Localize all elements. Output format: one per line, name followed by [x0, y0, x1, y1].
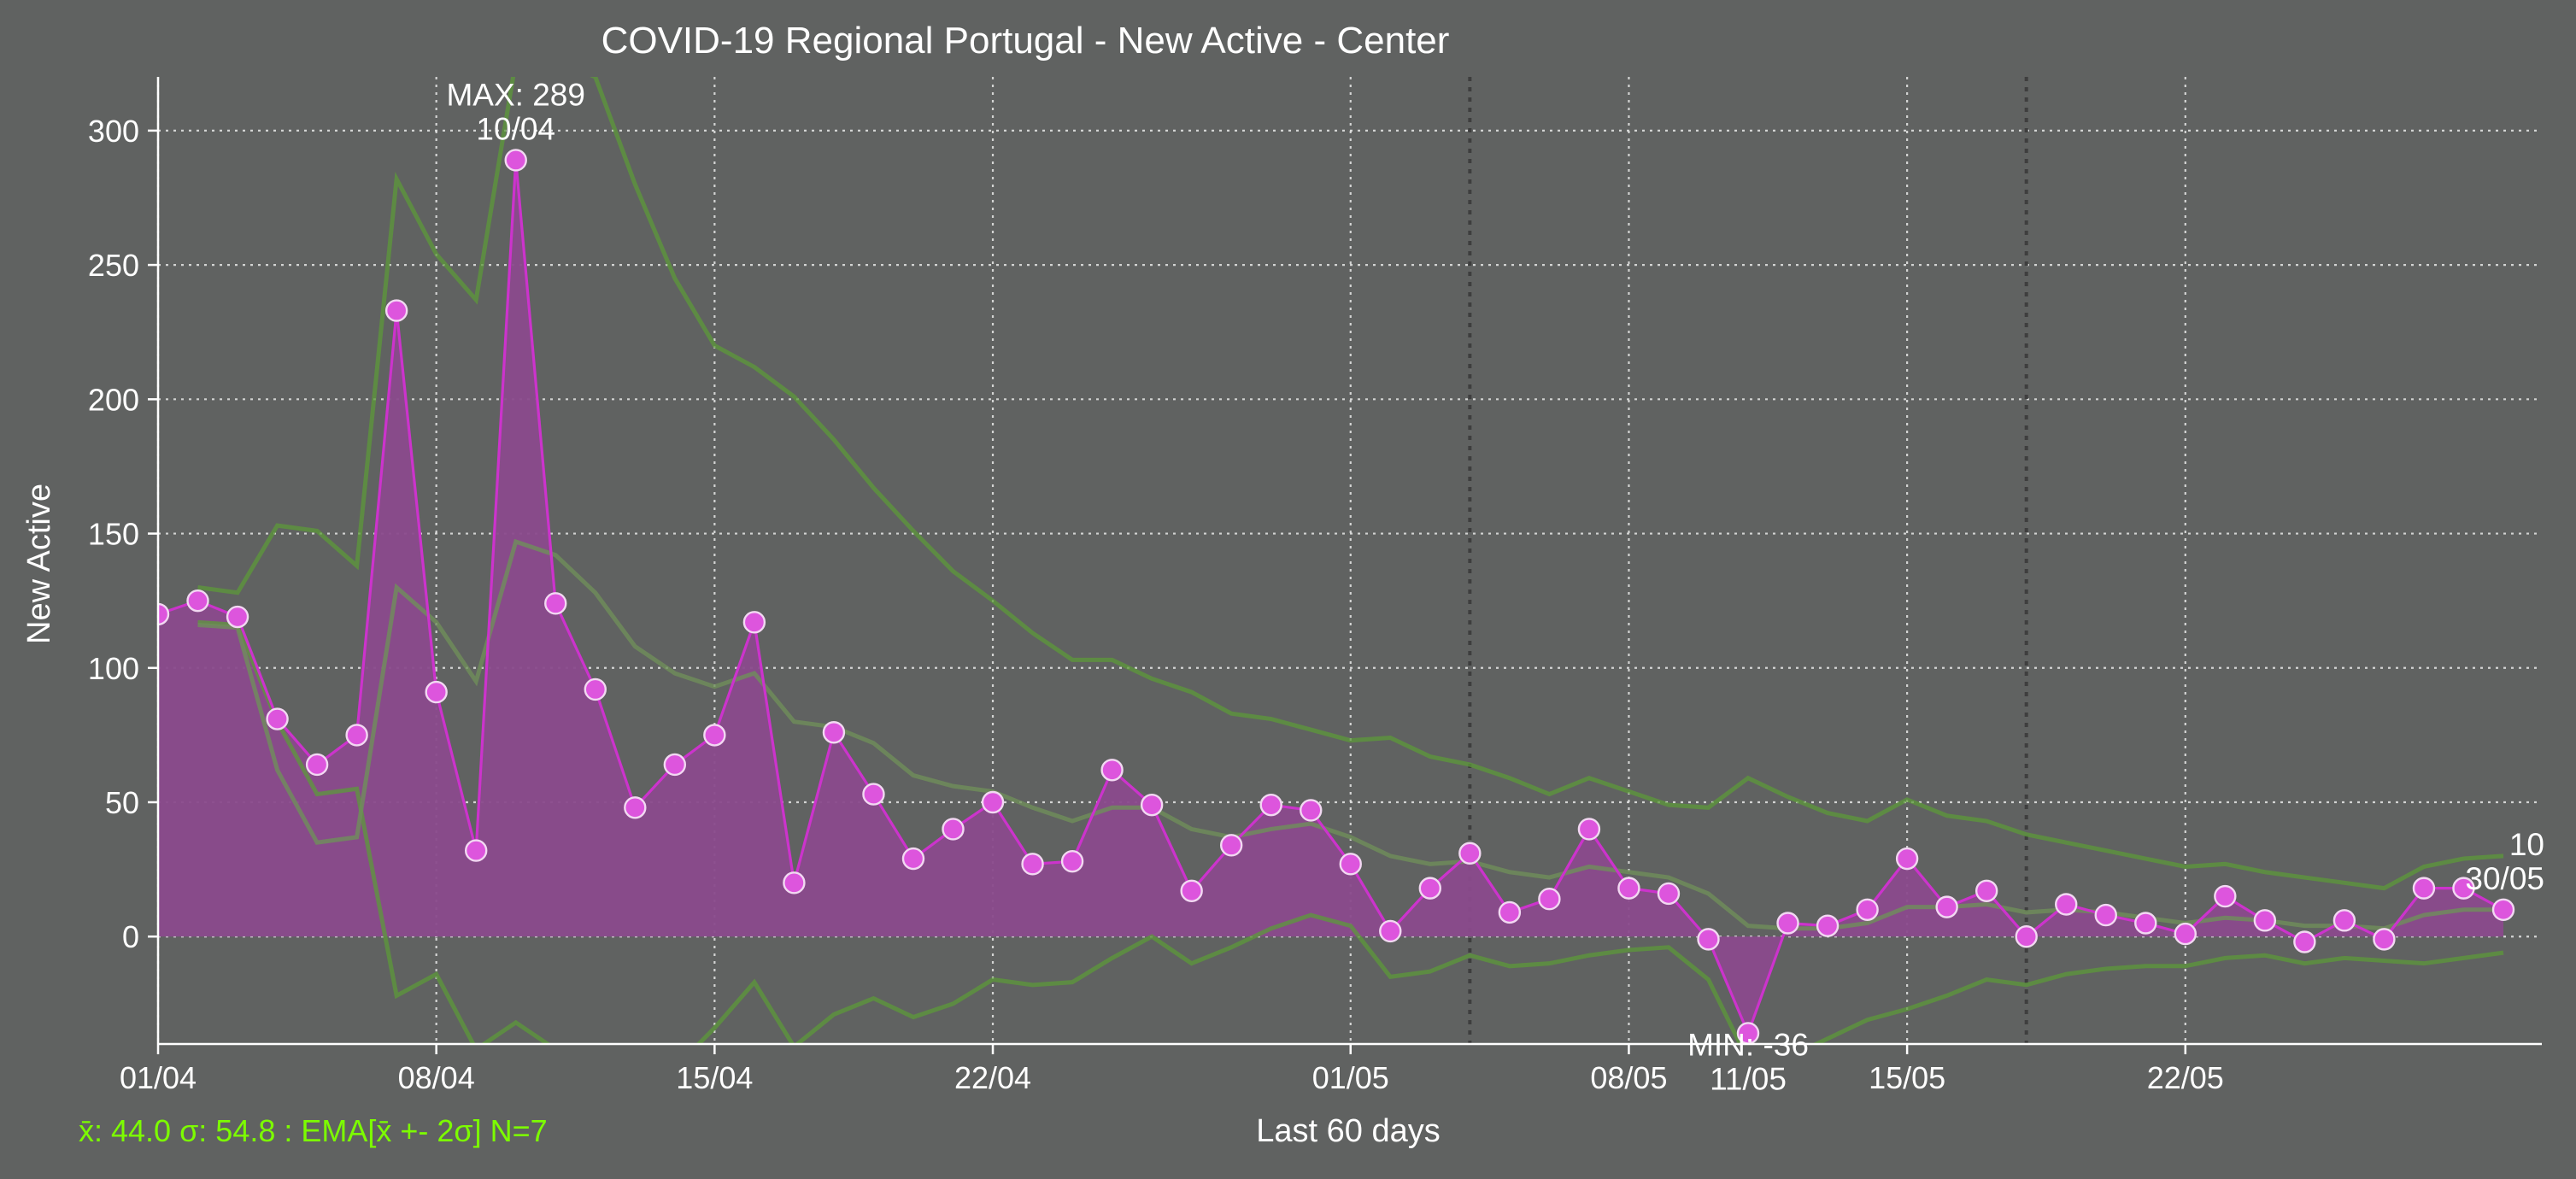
annotation-label: MAX: 289: [446, 77, 584, 112]
data-point: [703, 724, 726, 747]
data-point: [1935, 895, 1958, 918]
data-point: [345, 724, 368, 747]
data-point: [2094, 903, 2117, 927]
data-point: [1776, 912, 1799, 935]
y-tick-label: 100: [88, 651, 139, 686]
data-point: [584, 677, 607, 701]
x-tick-label: 08/04: [398, 1060, 475, 1095]
data-point: [544, 592, 567, 615]
data-point: [901, 847, 925, 871]
x-tick-label: 15/04: [676, 1060, 753, 1095]
data-point: [1339, 853, 1362, 876]
data-point: [504, 149, 527, 172]
series-area: [158, 160, 2503, 1034]
data-point: [305, 753, 329, 777]
y-tick-label: 0: [122, 919, 139, 954]
y-tick-label: 250: [88, 248, 139, 283]
data-point: [1021, 853, 1044, 876]
x-tick-label: 01/04: [120, 1060, 197, 1095]
data-point: [1140, 793, 1164, 817]
data-point: [2134, 912, 2157, 935]
data-point: [1259, 793, 1282, 817]
data-point: [663, 753, 687, 777]
annotation-date: 10/04: [476, 111, 555, 146]
y-tick-label: 50: [105, 785, 139, 820]
data-point: [1458, 842, 1482, 865]
data-point: [1816, 914, 1840, 937]
plot-layer: [158, 77, 2515, 1044]
x-axis-label: Last 60 days: [1256, 1113, 1440, 1149]
annotation-date: 11/05: [1710, 1061, 1787, 1096]
data-point: [1895, 847, 1919, 871]
data-point: [1379, 919, 1402, 943]
data-point: [624, 796, 647, 819]
data-point: [465, 839, 488, 862]
y-tick-label: 200: [88, 382, 139, 417]
data-point: [2055, 893, 2078, 916]
data-point: [783, 871, 806, 895]
x-tick-label: 22/05: [2147, 1060, 2224, 1095]
data-point: [186, 589, 209, 613]
x-tick-label: 22/04: [954, 1060, 1031, 1095]
annotation-label: 10: [2509, 827, 2544, 862]
data-point: [1697, 928, 1720, 951]
data-point: [981, 790, 1005, 814]
data-point: [742, 611, 766, 634]
data-point: [1300, 799, 1323, 822]
data-point: [1180, 879, 1203, 902]
data-point: [1418, 877, 1442, 900]
annotation-date: 30/05: [2465, 861, 2544, 896]
data-point: [862, 783, 885, 806]
chart-title: COVID-19 Regional Portugal - New Active …: [601, 20, 1450, 62]
data-point: [1060, 849, 1084, 873]
data-point: [1975, 879, 1998, 902]
data-point: [266, 707, 289, 730]
y-tick-label: 300: [88, 114, 139, 149]
data-point: [2412, 877, 2436, 900]
data-point: [1577, 818, 1601, 841]
data-point: [1617, 877, 1640, 900]
data-point: [2332, 909, 2356, 932]
y-axis-label: New Active: [21, 484, 57, 644]
data-point: [2452, 877, 2475, 900]
data-point: [1100, 759, 1124, 782]
data-point: [2373, 928, 2396, 951]
x-tick-label: 15/05: [1869, 1060, 1945, 1095]
ema-lower-band-line: [197, 619, 2504, 1044]
data-point: [2015, 925, 2038, 948]
data-point: [425, 680, 448, 704]
ema-line: [197, 538, 2503, 931]
data-point: [1856, 898, 1879, 921]
data-point: [226, 605, 249, 629]
data-point: [1657, 882, 1681, 906]
data-point: [942, 818, 965, 841]
data-point: [1538, 887, 1561, 911]
data-point: [2491, 898, 2515, 921]
data-point: [158, 602, 170, 626]
data-point: [384, 299, 408, 322]
axes-layer: 0 50 100 150 200 250 300 01/04 08/04 15/04 22/04 01…: [88, 77, 2542, 1095]
data-point: [1498, 900, 1522, 924]
x-tick-label: 01/05: [1312, 1060, 1389, 1095]
x-tick-label: 08/05: [1590, 1060, 1667, 1095]
data-point: [2253, 909, 2277, 932]
ema-upper-band-line: [197, 77, 2504, 891]
y-tick-label: 150: [88, 517, 139, 552]
stats-text: x̄: 44.0 σ: 54.8 : EMA[x̄ +- 2σ] N=7: [79, 1113, 548, 1148]
data-point: [822, 721, 846, 744]
annotation-label: MIN: -36: [1687, 1027, 1809, 1062]
data-point: [1219, 834, 1243, 857]
data-point: [2293, 930, 2316, 953]
data-point: [2214, 884, 2237, 908]
data-point: [2174, 922, 2197, 946]
